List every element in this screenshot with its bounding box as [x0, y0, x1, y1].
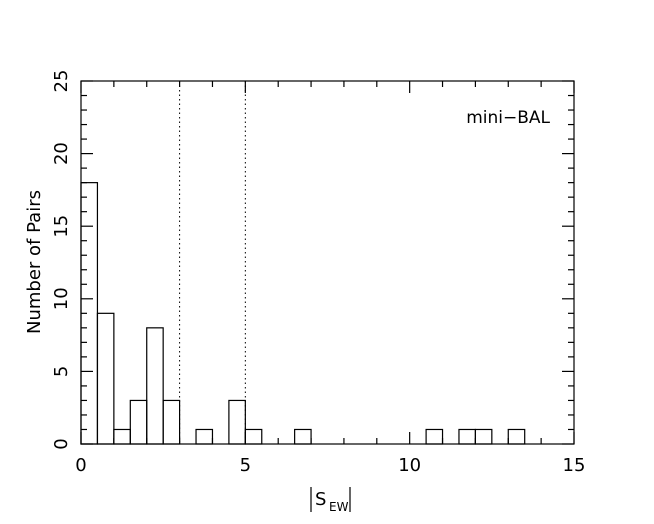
x-tick-label: 0: [75, 455, 86, 476]
plot-frame: [80, 80, 575, 445]
y-tick-label: 20: [51, 142, 72, 165]
histogram-bar: [458, 428, 477, 445]
y-axis-title: Number of Pairs: [24, 190, 45, 334]
x-tick-label: 5: [240, 455, 251, 476]
histogram-bar: [113, 428, 131, 445]
y-tick-label: 0: [51, 438, 72, 449]
histogram-bar: [96, 312, 115, 445]
y-tick-label: 10: [51, 287, 72, 310]
x-axis-label-sub: EW: [329, 500, 349, 514]
histogram-bars: [80, 182, 526, 445]
x-tick-label: 10: [398, 455, 421, 476]
histogram-bar: [195, 428, 214, 445]
y-tick-label: 15: [51, 215, 72, 238]
histogram-bar: [294, 428, 312, 445]
axis-ticks: [80, 80, 575, 445]
histogram-bar: [162, 399, 181, 445]
histogram-bar: [474, 428, 493, 445]
x-tick-label: 15: [563, 455, 586, 476]
y-tick-label: 25: [51, 70, 72, 93]
x-axis-label-main: S: [315, 489, 326, 510]
histogram-bar: [425, 428, 444, 445]
panel-label: mini−BAL: [466, 108, 550, 128]
histogram-bar: [129, 399, 148, 445]
histogram-bar: [244, 428, 263, 445]
axis-tick-labels: 0 5 10 15 0 5 10 15 20 25: [51, 70, 585, 476]
y-tick-label: 5: [51, 366, 72, 377]
x-axis-title: S EW: [310, 487, 351, 514]
histogram-bar: [146, 327, 164, 445]
reference-lines: [179, 81, 246, 444]
histogram-bar: [228, 399, 246, 445]
histogram-bar: [507, 428, 526, 445]
y-axis-label: Number of Pairs: [24, 190, 45, 334]
